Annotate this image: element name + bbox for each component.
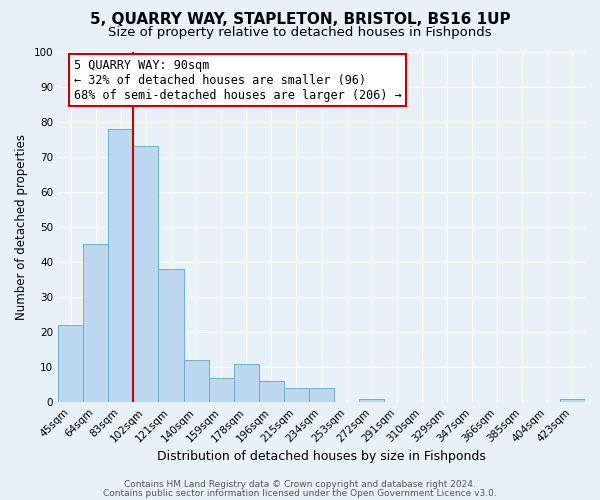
Bar <box>359 398 384 402</box>
Bar <box>58 325 83 402</box>
Y-axis label: Number of detached properties: Number of detached properties <box>15 134 28 320</box>
Bar <box>184 360 209 402</box>
Text: Size of property relative to detached houses in Fishponds: Size of property relative to detached ho… <box>108 26 492 39</box>
Text: Contains HM Land Registry data © Crown copyright and database right 2024.: Contains HM Land Registry data © Crown c… <box>124 480 476 489</box>
X-axis label: Distribution of detached houses by size in Fishponds: Distribution of detached houses by size … <box>157 450 486 462</box>
Bar <box>108 128 133 402</box>
Bar <box>284 388 309 402</box>
Bar <box>158 269 184 402</box>
Text: Contains public sector information licensed under the Open Government Licence v3: Contains public sector information licen… <box>103 488 497 498</box>
Text: 5 QUARRY WAY: 90sqm
← 32% of detached houses are smaller (96)
68% of semi-detach: 5 QUARRY WAY: 90sqm ← 32% of detached ho… <box>74 58 401 102</box>
Bar <box>259 381 284 402</box>
Bar <box>133 146 158 402</box>
Text: 5, QUARRY WAY, STAPLETON, BRISTOL, BS16 1UP: 5, QUARRY WAY, STAPLETON, BRISTOL, BS16 … <box>89 12 511 28</box>
Bar <box>83 244 108 402</box>
Bar <box>560 398 585 402</box>
Bar <box>309 388 334 402</box>
Bar <box>209 378 233 402</box>
Bar <box>233 364 259 402</box>
